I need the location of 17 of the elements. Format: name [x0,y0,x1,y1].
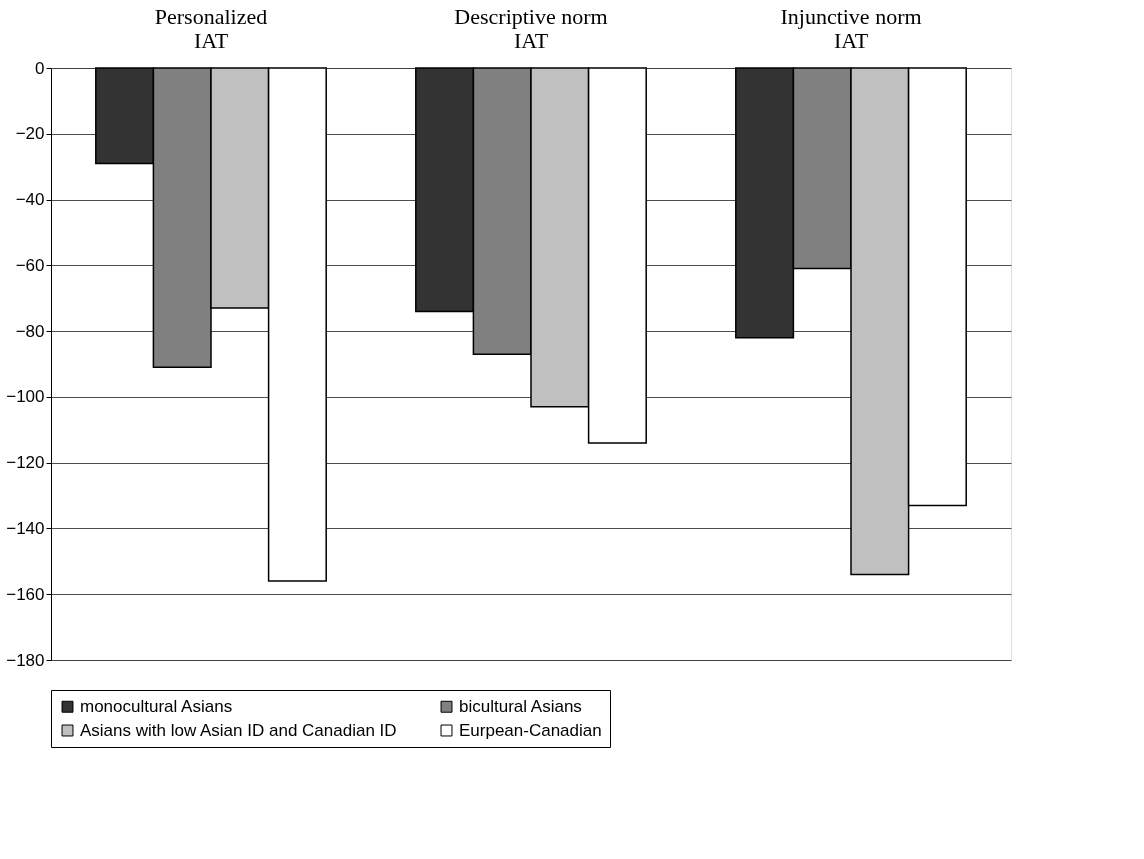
x-tick-label: Personalized IAT [154,3,268,53]
y-tick-label: −60 [15,255,45,275]
y-tick-label: −20 [15,124,45,144]
legend-label: Eurpean-Canadian [459,720,602,740]
legend-label: bicultural Asians [459,696,582,716]
legend-label: Asians with low Asian ID and Canadian ID [80,720,397,740]
y-tick-label: −120 [6,453,45,473]
y-tick-label: −80 [15,321,45,341]
y-tick-label: 0 [35,58,45,78]
legend-label: monocultural Asians [80,696,233,716]
y-tick-label: −160 [6,584,45,604]
y-tick-label: −100 [6,387,45,407]
y-tick-label: −180 [6,650,45,670]
x-tick-label: Descriptive norm IAT [454,3,608,53]
x-tick-label: Injunctive norm IAT [780,3,922,53]
y-tick-label: −140 [6,518,45,538]
y-tick-label: −40 [15,190,45,210]
